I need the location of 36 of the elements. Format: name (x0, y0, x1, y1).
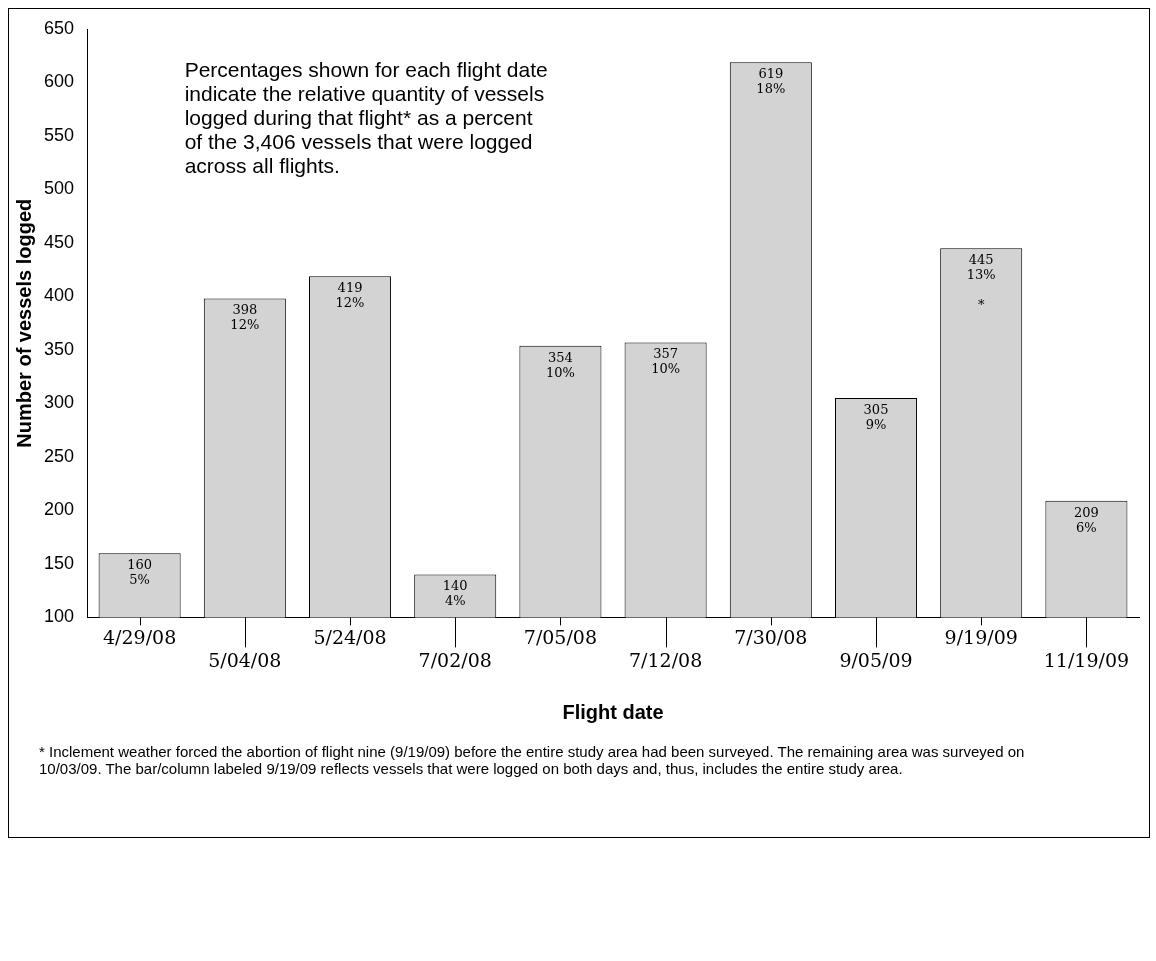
data-label: 140 4% (442, 578, 468, 609)
y-tick-label: 250 (43, 445, 75, 466)
y-tick-label: 650 (43, 17, 75, 38)
data-label: 445 13% * (966, 252, 996, 313)
x-tick-label: 9/19/09 (944, 625, 1018, 648)
y-tick-label: 100 (43, 606, 75, 627)
data-label: 209 6% (1073, 504, 1099, 535)
x-tick-label: 11/19/09 (1043, 648, 1130, 671)
data-label: 354 10% (545, 349, 575, 380)
y-tick-label: 350 (43, 338, 75, 359)
y-tick-label: 550 (43, 124, 75, 145)
x-tick-label: 7/12/08 (628, 648, 703, 671)
y-tick-label: 600 (43, 71, 75, 92)
x-tick-label: 5/04/08 (208, 648, 282, 671)
x-tick-label: 9/05/09 (839, 648, 913, 671)
text: * Inclement weather forced the abortion of flight nine (9/19/09) before the entire study area had been surveyed. The remaining area was surveyed on 10/03/09. The bar/column labeled 9/19/09 reflects vessels that were logged on both days and, thus, includes the entire study area. (38, 742, 1026, 779)
x-axis-title: Flight date (562, 700, 664, 723)
y-tick-label: 200 (43, 499, 75, 520)
data-label: 398 12% (230, 302, 260, 333)
x-tick-label: 4/29/08 (103, 625, 177, 648)
data-label: 357 10% (651, 346, 681, 377)
x-tick-label: 7/30/08 (734, 625, 808, 648)
data-label: 305 9% (863, 401, 889, 432)
x-tick-label: 7/02/08 (418, 648, 492, 671)
data-label: 419 12% (335, 280, 365, 310)
x-tick-label: 5/24/08 (313, 625, 387, 648)
y-tick-label: 400 (43, 285, 75, 306)
y-axis-title: Number of vessels logged (12, 198, 35, 448)
y-tick-label: 150 (43, 552, 75, 573)
x-tick-label: 7/05/08 (523, 625, 598, 648)
data-label: 160 5% (127, 557, 153, 588)
data-label: 619 18% (756, 66, 786, 97)
y-tick-label: 500 (43, 178, 75, 199)
y-tick-label: 450 (43, 231, 75, 252)
annotation: Percentages shown for each flight date indicate the relative quantity of vessels logged during that flight* as a percent of the 3,406 vessels that were logged across all flights. (184, 58, 548, 178)
y-tick-label: 300 (43, 392, 75, 413)
